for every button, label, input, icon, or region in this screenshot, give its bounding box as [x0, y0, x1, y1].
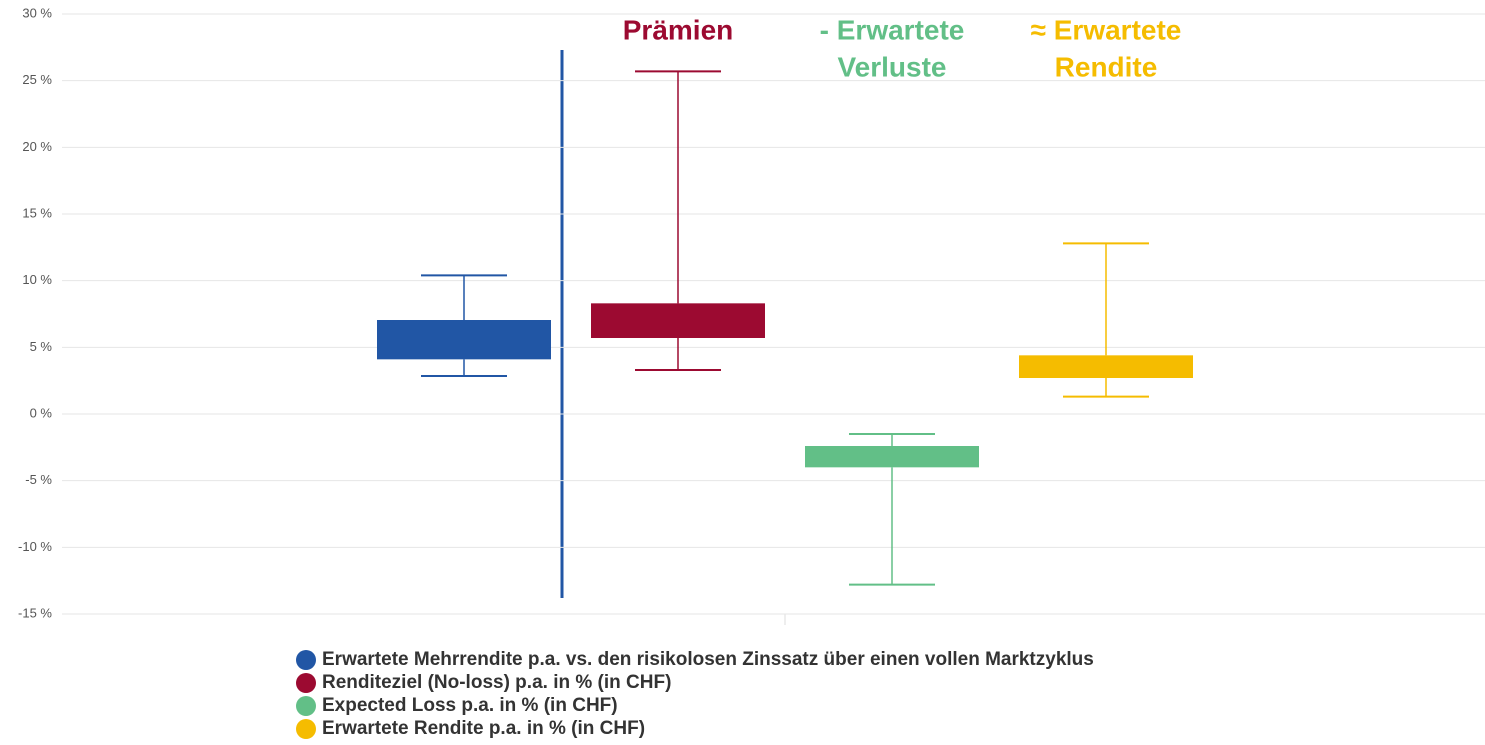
box	[377, 320, 551, 360]
legend-marker	[296, 673, 316, 693]
legend-marker	[296, 650, 316, 670]
y-tick-label: 15 %	[22, 205, 52, 220]
box	[1019, 355, 1193, 378]
y-tick-label: 5 %	[30, 339, 53, 354]
legend-label: Renditeziel (No-loss) p.a. in % (in CHF)	[322, 672, 671, 693]
box	[805, 446, 979, 468]
annotation: - Erwartete	[820, 14, 965, 45]
annotation: ≈ Erwartete	[1031, 14, 1182, 45]
y-tick-label: 0 %	[30, 405, 53, 420]
legend-marker	[296, 719, 316, 739]
legend-label: Erwartete Mehrrendite p.a. vs. den risik…	[322, 649, 1094, 670]
annotation: Verluste	[838, 51, 947, 82]
annotation: Rendite	[1055, 51, 1158, 82]
y-tick-label: -10 %	[18, 539, 52, 554]
annotation: Prämien	[623, 14, 734, 45]
y-tick-label: -15 %	[18, 605, 52, 620]
legend-label: Erwartete Rendite p.a. in % (in CHF)	[322, 718, 645, 739]
y-tick-label: 30 %	[22, 5, 52, 20]
legend-marker	[296, 696, 316, 716]
legend-label: Expected Loss p.a. in % (in CHF)	[322, 695, 618, 716]
box	[591, 303, 765, 338]
y-tick-label: 20 %	[22, 139, 52, 154]
y-tick-label: -5 %	[25, 472, 52, 487]
y-tick-label: 25 %	[22, 72, 52, 87]
y-tick-label: 10 %	[22, 272, 52, 287]
